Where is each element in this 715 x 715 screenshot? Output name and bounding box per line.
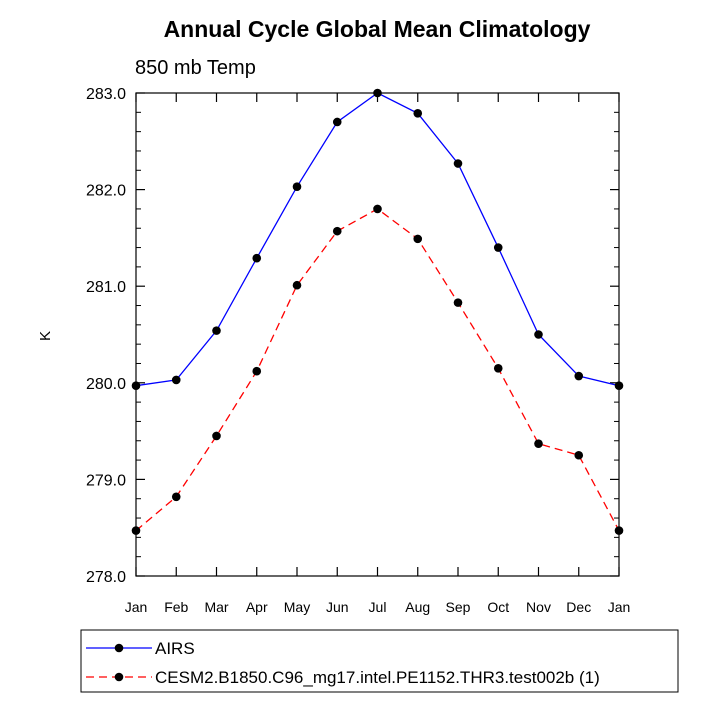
x-tick-label: Jan	[125, 599, 148, 615]
data-point	[212, 431, 221, 441]
y-axis-label: K	[37, 331, 54, 341]
data-point	[453, 298, 463, 307]
data-point	[332, 226, 342, 236]
legend-marker	[114, 643, 124, 653]
data-point	[171, 492, 181, 502]
x-tick-label: Aug	[405, 599, 430, 615]
series-line	[135, 208, 620, 532]
y-tick-label: 282.0	[86, 183, 126, 200]
chart-subtitle: 850 mb Temp	[135, 57, 256, 79]
legend-label: AIRS	[155, 639, 195, 658]
x-tick-label: Jan	[608, 599, 631, 615]
data-point	[453, 159, 463, 168]
data-point	[413, 234, 423, 244]
legend-label: CESM2.B1850.C96_mg17.intel.PE1152.THR3.t…	[155, 668, 600, 687]
data-point	[493, 243, 503, 252]
x-tick-label: Oct	[487, 599, 509, 615]
data-point	[534, 330, 543, 339]
data-point	[171, 375, 181, 385]
data-point	[614, 526, 624, 535]
data-point	[131, 381, 141, 390]
x-tick-label: Jun	[326, 599, 349, 615]
data-point	[493, 364, 503, 373]
data-point	[413, 108, 423, 118]
x-tick-label: Mar	[204, 599, 228, 615]
series-line	[135, 92, 620, 387]
y-axis: 278.0 279.0 280.0 281.0 282.0 283.0	[86, 86, 619, 586]
data-point	[373, 88, 382, 98]
data-point	[534, 439, 543, 448]
y-tick-label: 283.0	[86, 86, 126, 103]
x-tick-label: Apr	[246, 599, 268, 615]
y-tick-label: 279.0	[86, 472, 126, 489]
x-tick-label: Feb	[164, 599, 188, 615]
x-tick-label: Nov	[526, 599, 551, 615]
plot-area	[131, 88, 624, 535]
x-tick-label: May	[284, 599, 310, 615]
x-axis: Jan Feb Mar Apr May Jun Jul Aug Sep Oct Nov Dec Jan	[125, 93, 631, 615]
data-point	[332, 117, 342, 127]
data-point	[373, 204, 382, 214]
data-point	[252, 253, 262, 263]
data-point	[292, 280, 302, 290]
x-tick-label: Sep	[446, 599, 471, 615]
x-tick-label: Jul	[369, 599, 387, 615]
legend-marker	[114, 672, 124, 682]
plot-frame	[135, 92, 620, 577]
y-tick-label: 280.0	[86, 376, 126, 393]
data-point	[574, 450, 584, 460]
data-point	[131, 526, 141, 535]
data-point	[292, 182, 302, 192]
data-point	[614, 381, 624, 390]
data-point	[212, 326, 221, 335]
y-tick-label: 281.0	[86, 279, 126, 296]
data-point	[252, 366, 262, 376]
data-point	[574, 371, 584, 381]
x-tick-label: Dec	[566, 599, 591, 615]
legend-box	[80, 629, 679, 693]
chart-title: Annual Cycle Global Mean Climatology	[164, 16, 591, 42]
legend: AIRS CESM2.B1850.C96_mg17.intel.PE1152.TH…	[80, 629, 679, 693]
y-tick-label: 278.0	[86, 569, 126, 586]
